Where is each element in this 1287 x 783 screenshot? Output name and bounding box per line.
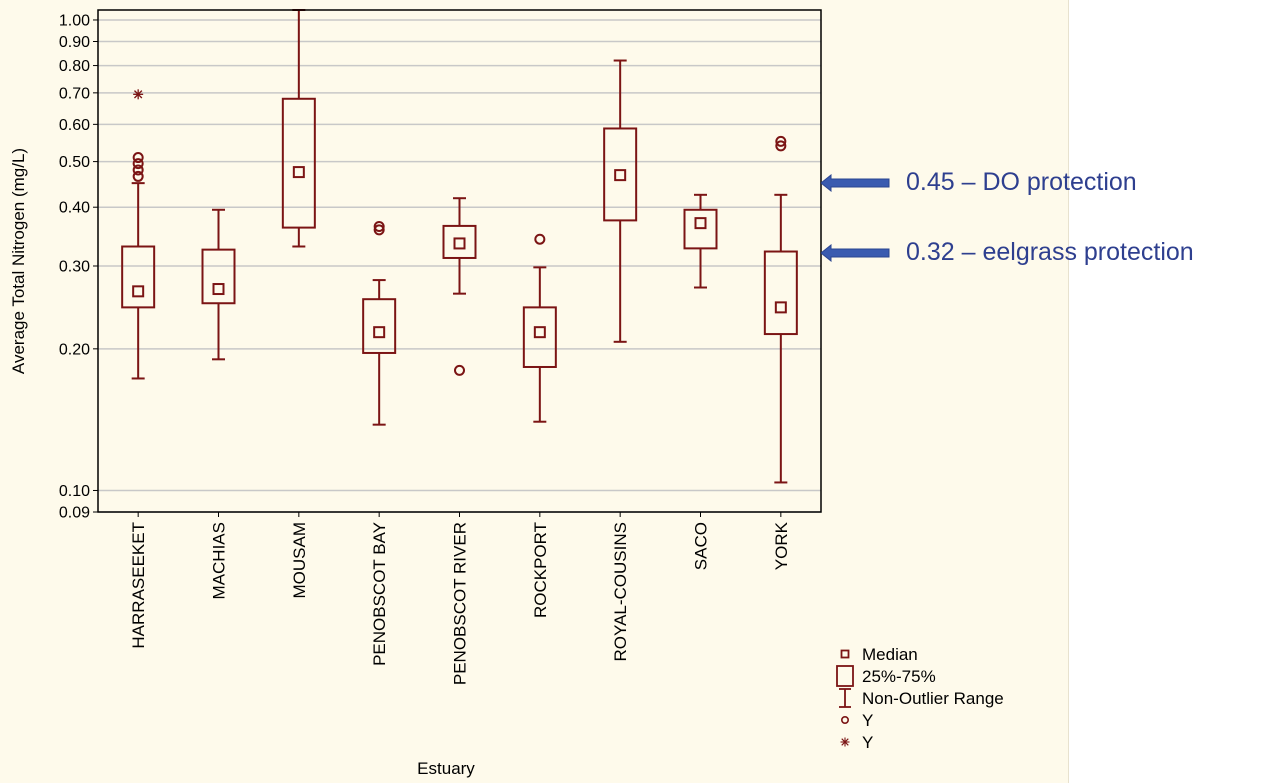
legend-label: Non-Outlier Range (862, 689, 1004, 708)
median-marker (292, 166, 305, 179)
legend-item-whisker: Non-Outlier Range (839, 688, 1004, 708)
outlier-point (775, 135, 787, 147)
x-category-label: MOUSAM (290, 522, 309, 599)
legend-box-symbol (836, 665, 854, 687)
chart-background (0, 0, 1068, 783)
box-machias (201, 208, 236, 361)
x-axis-title: Estuary (417, 759, 475, 778)
legend-item-circle: Y (840, 711, 873, 730)
iqr-box (522, 306, 557, 368)
median-marker (212, 283, 225, 296)
outlier-point (534, 233, 546, 245)
median-marker (614, 169, 627, 182)
iqr-box (683, 208, 718, 250)
legend-label: Y (862, 733, 873, 752)
y-tick-label: 0.80 (59, 58, 90, 75)
x-category-label: PENOBSCOT RIVER (451, 522, 470, 685)
legend: Median 25%-75% Non-Outlier Range YY (836, 645, 1004, 752)
y-tick-label: 0.30 (59, 258, 90, 275)
outlier-point (132, 152, 144, 164)
outlier-point (373, 220, 385, 232)
left-arrow-icon (821, 243, 890, 262)
median-marker (132, 285, 145, 298)
median-marker (694, 217, 707, 230)
box-royal-cousins (603, 59, 638, 343)
iqr-box (603, 127, 638, 222)
iqr-box (281, 97, 316, 229)
y-tick-label: 0.60 (59, 117, 90, 134)
legend-median-symbol (840, 649, 850, 659)
y-tick-label: 0.90 (59, 34, 90, 51)
outlier-point (775, 140, 787, 152)
left-arrow-icon (821, 174, 890, 193)
x-category-label: YORK (772, 521, 791, 570)
x-category-label: ROYAL-COUSINS (611, 522, 630, 662)
y-tick-label: 0.40 (59, 200, 90, 217)
y-axis-title: Average Total Nitrogen (mg/L) (9, 148, 28, 374)
box-york (763, 135, 798, 484)
extreme-point (133, 89, 144, 100)
box-saco (683, 193, 718, 289)
iqr-box (442, 224, 477, 259)
y-tick-label: 0.09 (59, 505, 90, 522)
box-mousam (281, 9, 316, 248)
box-penobscot-river (442, 197, 477, 376)
legend-item-box: 25%-75% (836, 665, 936, 687)
median-marker (533, 326, 546, 339)
legend-label: Median (862, 645, 918, 664)
y-tick-label: 0.10 (59, 483, 90, 500)
outlier-point (132, 158, 144, 170)
x-category-label: MACHIAS (210, 522, 229, 599)
median-marker (373, 326, 386, 339)
x-category-label: SACO (692, 522, 711, 570)
box-harraseeket (121, 89, 156, 380)
box-series (121, 9, 798, 484)
box-rockport (522, 233, 557, 423)
annotation-label: 0.32 – eelgrass protection (906, 237, 1194, 266)
x-category-label: HARRASEEKET (129, 522, 148, 649)
legend-item-median-square: Median (840, 645, 918, 664)
legend-extreme-symbol (840, 737, 850, 747)
y-axis-ticks: 0.09 0.10 0.20 0.30 0.40 0.50 0.60 0.70 0.80 0.90… (59, 12, 98, 522)
box-plot-chart: 0.09 0.10 0.20 0.30 0.40 0.50 0.60 0.70 0.80 0.90… (9, 9, 1004, 778)
legend-item-asterisk: Y (840, 733, 873, 752)
outlier-point (373, 224, 385, 236)
y-tick-label: 0.50 (59, 154, 90, 171)
y-tick-label: 1.00 (59, 12, 90, 29)
y-tick-label: 0.20 (59, 341, 90, 358)
legend-outlier-symbol (840, 715, 849, 724)
annotation-label: 0.45 – DO protection (906, 168, 1137, 197)
x-category-label: ROCKPORT (531, 522, 550, 618)
iqr-box (201, 248, 236, 305)
iqr-box (763, 250, 798, 336)
outlier-point (132, 170, 144, 182)
median-marker (774, 301, 787, 314)
x-category-label: PENOBSCOT BAY (370, 522, 389, 666)
legend-label: Y (862, 711, 873, 730)
box-penobscot-bay (362, 220, 397, 426)
outlier-point (132, 164, 144, 176)
y-tick-label: 0.70 (59, 85, 90, 102)
legend-label: 25%-75% (862, 667, 936, 686)
panel-divider (1068, 0, 1069, 783)
outlier-point (454, 364, 465, 376)
legend-whisker-symbol (839, 688, 851, 708)
median-marker (453, 237, 466, 250)
x-axis-category-labels: HARRASEEKET MACHIAS MOUSAM PENOBSCOT BAY PEN… (129, 512, 791, 685)
iqr-box (121, 245, 156, 309)
iqr-box (362, 298, 397, 354)
